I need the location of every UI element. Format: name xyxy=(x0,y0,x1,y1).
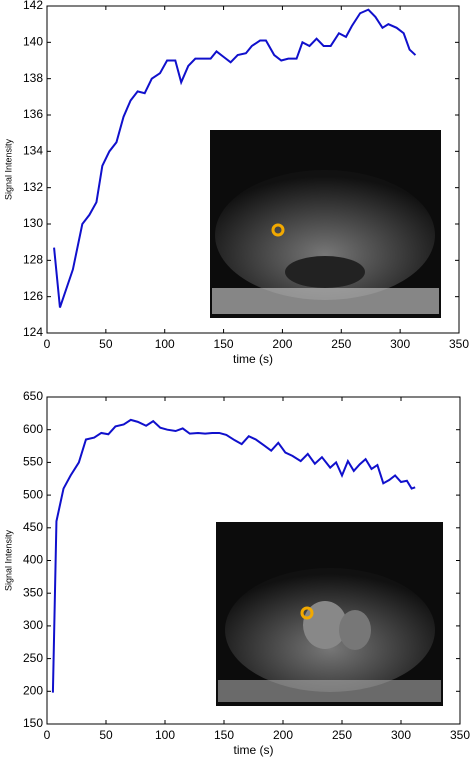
y-tick-label: 130 xyxy=(23,216,43,230)
mri-inset xyxy=(216,522,443,706)
y-tick-label: 600 xyxy=(23,422,43,436)
y-tick-label: 350 xyxy=(23,585,43,599)
y-tick-label: 142 xyxy=(23,0,43,12)
y-tick-label: 650 xyxy=(23,389,43,403)
y-tick-label: 140 xyxy=(23,35,43,49)
y-tick-label: 200 xyxy=(23,683,43,697)
x-tick-label: 0 xyxy=(44,728,51,742)
y-tick-label: 300 xyxy=(23,618,43,632)
y-tick-label: 136 xyxy=(23,107,43,121)
x-tick-label: 0 xyxy=(44,337,51,351)
x-axis-label: time (s) xyxy=(234,743,274,757)
x-axis-label: time (s) xyxy=(233,352,273,366)
x-tick-label: 100 xyxy=(155,728,175,742)
data-line xyxy=(51,418,416,693)
x-tick-label: 150 xyxy=(214,728,234,742)
x-tick-label: 100 xyxy=(155,337,175,351)
x-tick-label: 300 xyxy=(391,728,411,742)
x-tick-label: 200 xyxy=(272,337,292,351)
y-tick-label: 124 xyxy=(23,325,43,339)
y-tick-label: 400 xyxy=(23,553,43,567)
x-tick-label: 350 xyxy=(450,728,470,742)
y-axis-label: Signal Intensity xyxy=(3,529,13,591)
y-tick-label: 134 xyxy=(23,144,43,158)
y-tick-label: 138 xyxy=(23,71,43,85)
y-tick-label: 128 xyxy=(23,253,43,267)
x-tick-label: 50 xyxy=(99,728,113,742)
y-axis-label: Signal Intensity xyxy=(3,138,13,200)
y-tick-label: 550 xyxy=(23,455,43,469)
plot-frame xyxy=(46,5,460,334)
x-tick-label: 300 xyxy=(390,337,410,351)
data-line xyxy=(53,8,417,308)
y-tick-label: 450 xyxy=(23,520,43,534)
x-tick-label: 50 xyxy=(99,337,113,351)
mri-inset xyxy=(210,130,441,318)
y-tick-label: 132 xyxy=(23,180,43,194)
x-tick-label: 250 xyxy=(331,337,351,351)
x-tick-label: 250 xyxy=(332,728,352,742)
y-tick-label: 126 xyxy=(23,289,43,303)
x-tick-label: 150 xyxy=(214,337,234,351)
y-tick-label: 500 xyxy=(23,487,43,501)
x-tick-label: 200 xyxy=(273,728,293,742)
y-tick-label: 150 xyxy=(23,716,43,730)
x-tick-label: 350 xyxy=(449,337,469,351)
y-tick-label: 250 xyxy=(23,651,43,665)
